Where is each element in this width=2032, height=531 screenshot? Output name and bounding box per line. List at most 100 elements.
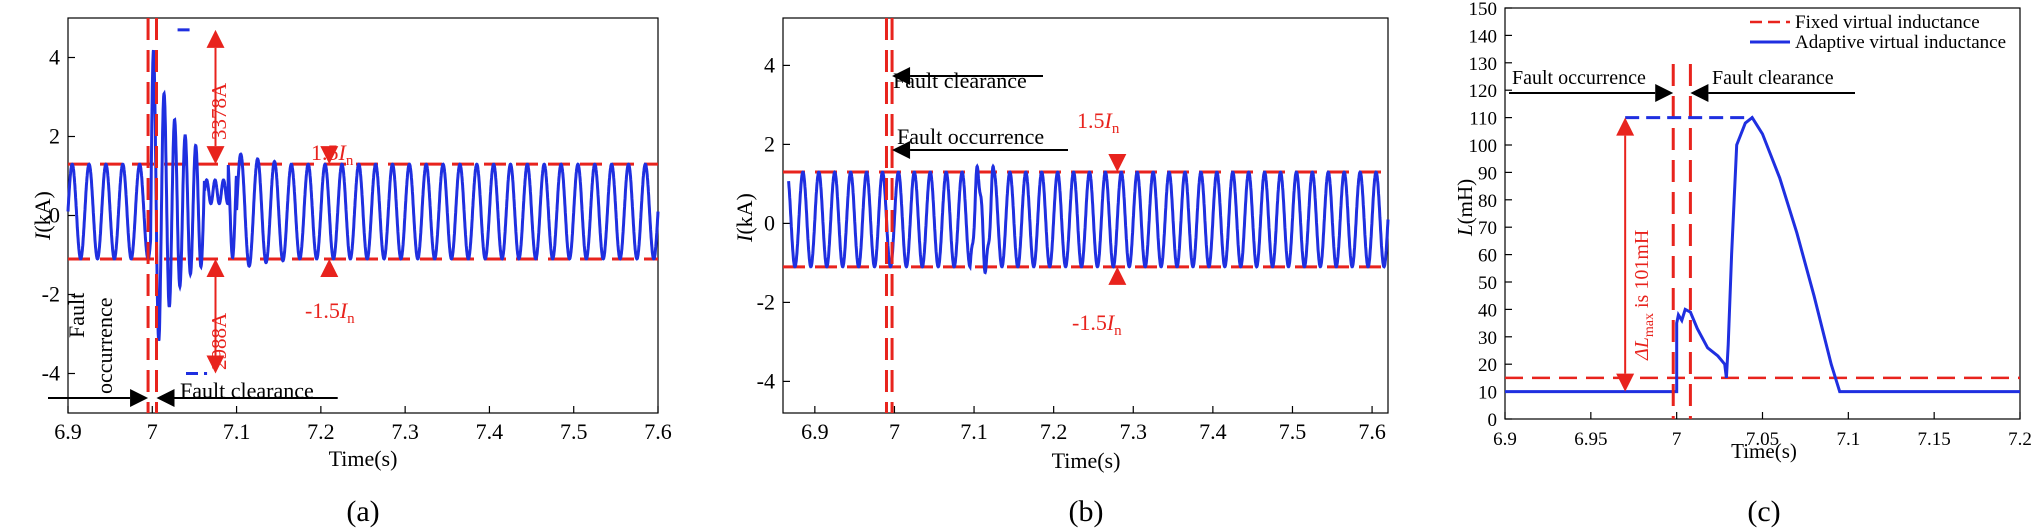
panel-c: 6.9 6.95 7 7.05 7.1 7.15 7.2 0 10 20 30 40 50 60 70 80 9… xyxy=(1453,0,2032,528)
y-tick-label: 70 xyxy=(1478,218,1497,239)
x-tick-label: 7 xyxy=(889,419,900,444)
arrow-head xyxy=(320,258,339,277)
y-tick-label: 4 xyxy=(49,45,60,70)
x-tick-label: 6.9 xyxy=(801,419,829,444)
arrow-head xyxy=(206,355,225,374)
panel-c-xlabel: Time(s) xyxy=(1731,439,1797,463)
x-tick-label: 7.2 xyxy=(2008,429,2032,450)
x-tick-label: 7.4 xyxy=(476,419,504,444)
x-tick-label: 7.1 xyxy=(1836,429,1860,450)
x-tick-label: 7.15 xyxy=(1918,429,1951,450)
arrow-head xyxy=(206,29,225,48)
arrow-head xyxy=(320,146,339,165)
panel-b-ticks: 6.9 7 7.1 7.2 7.3 7.4 7.5 7.6 -4 -2 0 2 4 xyxy=(757,52,1386,444)
panel-b-fault-occurrence-label: Fault occurrence xyxy=(897,124,1044,149)
x-tick-label: 7.3 xyxy=(1120,419,1148,444)
y-tick-label: 4 xyxy=(764,52,775,77)
y-tick-label: 110 xyxy=(1469,109,1497,130)
panel-b-arrows xyxy=(892,67,1127,285)
legend-fixed-label: Fixed virtual inductance xyxy=(1795,12,1980,33)
x-tick-label: 7.6 xyxy=(644,419,672,444)
panel-b-frame xyxy=(782,17,1389,414)
arrow-head xyxy=(1616,117,1635,136)
y-tick-label: 90 xyxy=(1478,163,1497,184)
panel-a-xlabel: Time(s) xyxy=(329,446,398,471)
y-tick-label: -4 xyxy=(42,361,60,386)
panel-c-ylabel: L(mH) xyxy=(1453,179,1477,237)
y-tick-label: 40 xyxy=(1478,300,1497,321)
panel-b: 6.9 7 7.1 7.2 7.3 7.4 7.5 7.6 -4 -2 0 2 4 Fault clea… xyxy=(732,17,1390,528)
panel-a-ylabel: I(kA) xyxy=(30,191,55,241)
panel-c-adaptive-inductance-series xyxy=(1505,115,2020,394)
x-tick-label: 6.9 xyxy=(1493,429,1517,450)
panel-a-fault-lines xyxy=(146,18,158,413)
panel-a-peak-positive-label: 3378A xyxy=(207,82,231,140)
y-tick-label: 120 xyxy=(1469,81,1498,102)
y-tick-label: 10 xyxy=(1478,383,1497,404)
y-tick-label: 50 xyxy=(1478,273,1497,294)
arrow-head xyxy=(892,141,911,159)
arrow-head xyxy=(156,389,175,407)
x-tick-label: 6.95 xyxy=(1574,429,1607,450)
panel-a-panel-label: (a) xyxy=(346,495,379,528)
arrow-head xyxy=(130,389,149,407)
arrow-head xyxy=(206,258,225,277)
panel-c-panel-label: (c) xyxy=(1747,495,1780,528)
panel-a-fault-occurrence-line1: Fault xyxy=(64,293,89,338)
panel-c-annotation-marks xyxy=(1509,84,1855,392)
panel-a-fault-clearance-label: Fault clearance xyxy=(180,378,314,403)
y-tick-label: 2 xyxy=(764,131,775,156)
arrow-head xyxy=(1655,84,1674,102)
y-tick-label: 0 xyxy=(49,203,60,228)
y-tick-label: 100 xyxy=(1469,136,1498,157)
x-tick-label: 7 xyxy=(1672,429,1682,450)
x-tick-label: 7.5 xyxy=(1279,419,1307,444)
x-tick-label: 6.9 xyxy=(54,419,82,444)
y-tick-label: 20 xyxy=(1478,355,1497,376)
panel-a-peak-negative-label: 2988A xyxy=(207,312,231,370)
panel-b-fault-lines xyxy=(884,18,894,413)
panel-b-threshold-lower-label: -1.5In xyxy=(1072,310,1122,339)
x-tick-label: 7 xyxy=(147,419,158,444)
panel-c-ticks: 6.9 6.95 7 7.05 7.1 7.15 7.2 0 10 20 30 40 50 60 70 80 9… xyxy=(1469,0,2032,450)
panel-a-threshold-lower-label: -1.5In xyxy=(305,298,355,327)
y-tick-label: 0 xyxy=(1488,410,1498,431)
arrow-head xyxy=(1108,154,1127,173)
y-tick-label: -4 xyxy=(757,368,775,393)
x-tick-label: 7.2 xyxy=(1040,419,1068,444)
y-tick-label: -2 xyxy=(757,289,775,314)
arrow-head xyxy=(1108,266,1127,285)
panel-b-xlabel: Time(s) xyxy=(1052,448,1121,473)
y-tick-label: 150 xyxy=(1469,0,1498,20)
panel-b-threshold-upper-label: 1.5In xyxy=(1077,108,1120,137)
panel-b-fault-clearance-label: Fault clearance xyxy=(893,68,1027,93)
x-tick-label: 7.1 xyxy=(223,419,251,444)
y-tick-label: -2 xyxy=(42,282,60,307)
y-tick-label: 140 xyxy=(1469,26,1498,47)
y-tick-label: 130 xyxy=(1469,54,1498,75)
panel-c-delta-label: ΔLmax is 101mH xyxy=(1631,230,1657,361)
panel-a-ticks: 6.9 7 7.1 7.2 7.3 7.4 7.5 7.6 -4 -2 0 2 4 xyxy=(42,45,672,445)
x-tick-label: 7.05 xyxy=(1746,429,1779,450)
panel-a: 6.9 7 7.1 7.2 7.3 7.4 7.5 7.6 -4 -2 0 2 4 1.5In -1.5… xyxy=(30,17,672,528)
x-tick-label: 7.2 xyxy=(307,419,335,444)
x-tick-label: 7.5 xyxy=(560,419,588,444)
x-tick-label: 7.3 xyxy=(391,419,419,444)
panel-c-fault-clearance-label: Fault clearance xyxy=(1712,67,1834,89)
panel-c-fault-occurrence-label: Fault occurrence xyxy=(1512,67,1646,89)
panel-a-fault-occurrence-line2: occurrence xyxy=(92,298,117,394)
y-tick-label: 30 xyxy=(1478,328,1497,349)
x-tick-label: 7.1 xyxy=(960,419,988,444)
panel-a-threshold-upper-label: 1.5In xyxy=(311,140,354,169)
panel-c-fault-lines xyxy=(1671,64,1692,419)
y-tick-label: 80 xyxy=(1478,191,1497,212)
panel-a-current-series xyxy=(66,49,660,342)
y-tick-label: 60 xyxy=(1478,246,1497,267)
x-tick-label: 7.6 xyxy=(1358,419,1386,444)
panel-b-ylabel: I(kA) xyxy=(732,193,757,243)
arrow-head xyxy=(1616,373,1635,392)
panel-c-legend: Fixed virtual inductance Adaptive virtua… xyxy=(1750,12,2006,53)
panel-b-panel-label: (b) xyxy=(1069,495,1104,528)
panel-a-peak-markers xyxy=(177,28,208,375)
